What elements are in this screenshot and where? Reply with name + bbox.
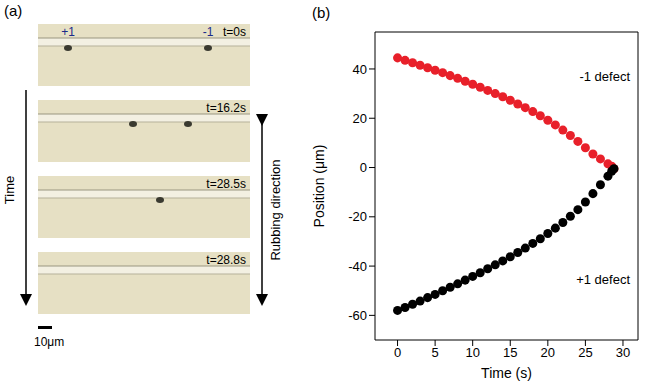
html-text:+1 defect: +1 defect (576, 272, 630, 288)
svg-text:Time (s): Time (s) (481, 365, 532, 381)
svg-text:-60: -60 (348, 308, 367, 323)
svg-text:40: 40 (353, 62, 367, 77)
svg-text:10: 10 (465, 345, 479, 360)
svg-text:t=16.2s: t=16.2s (206, 101, 246, 115)
svg-text:0: 0 (360, 160, 367, 175)
svg-text:Rubbing direction: Rubbing direction (268, 159, 283, 260)
svg-text:5: 5 (431, 345, 438, 360)
svg-text:t=0s: t=0s (223, 25, 246, 39)
svg-text:t=28.5s: t=28.5s (206, 177, 246, 191)
svg-text:(a): (a) (4, 2, 22, 19)
svg-text:20: 20 (541, 345, 555, 360)
svg-text:10μm: 10μm (34, 335, 64, 349)
svg-text:30: 30 (616, 345, 630, 360)
svg-text:-40: -40 (348, 259, 367, 274)
svg-text:15: 15 (503, 345, 517, 360)
html-text:-1 defect: -1 defect (579, 69, 630, 84)
svg-text:Position (μm): Position (μm) (311, 145, 327, 228)
svg-text:-20: -20 (348, 209, 367, 224)
svg-text:20: 20 (353, 111, 367, 126)
svg-text:0: 0 (394, 345, 401, 360)
svg-text:Time: Time (2, 176, 17, 204)
svg-text:+1: +1 (61, 25, 75, 39)
svg-text:t=28.8s: t=28.8s (206, 253, 246, 267)
svg-text:25: 25 (578, 345, 592, 360)
html-text:(b): (b) (312, 4, 331, 21)
svg-text:-1: -1 (203, 25, 214, 39)
